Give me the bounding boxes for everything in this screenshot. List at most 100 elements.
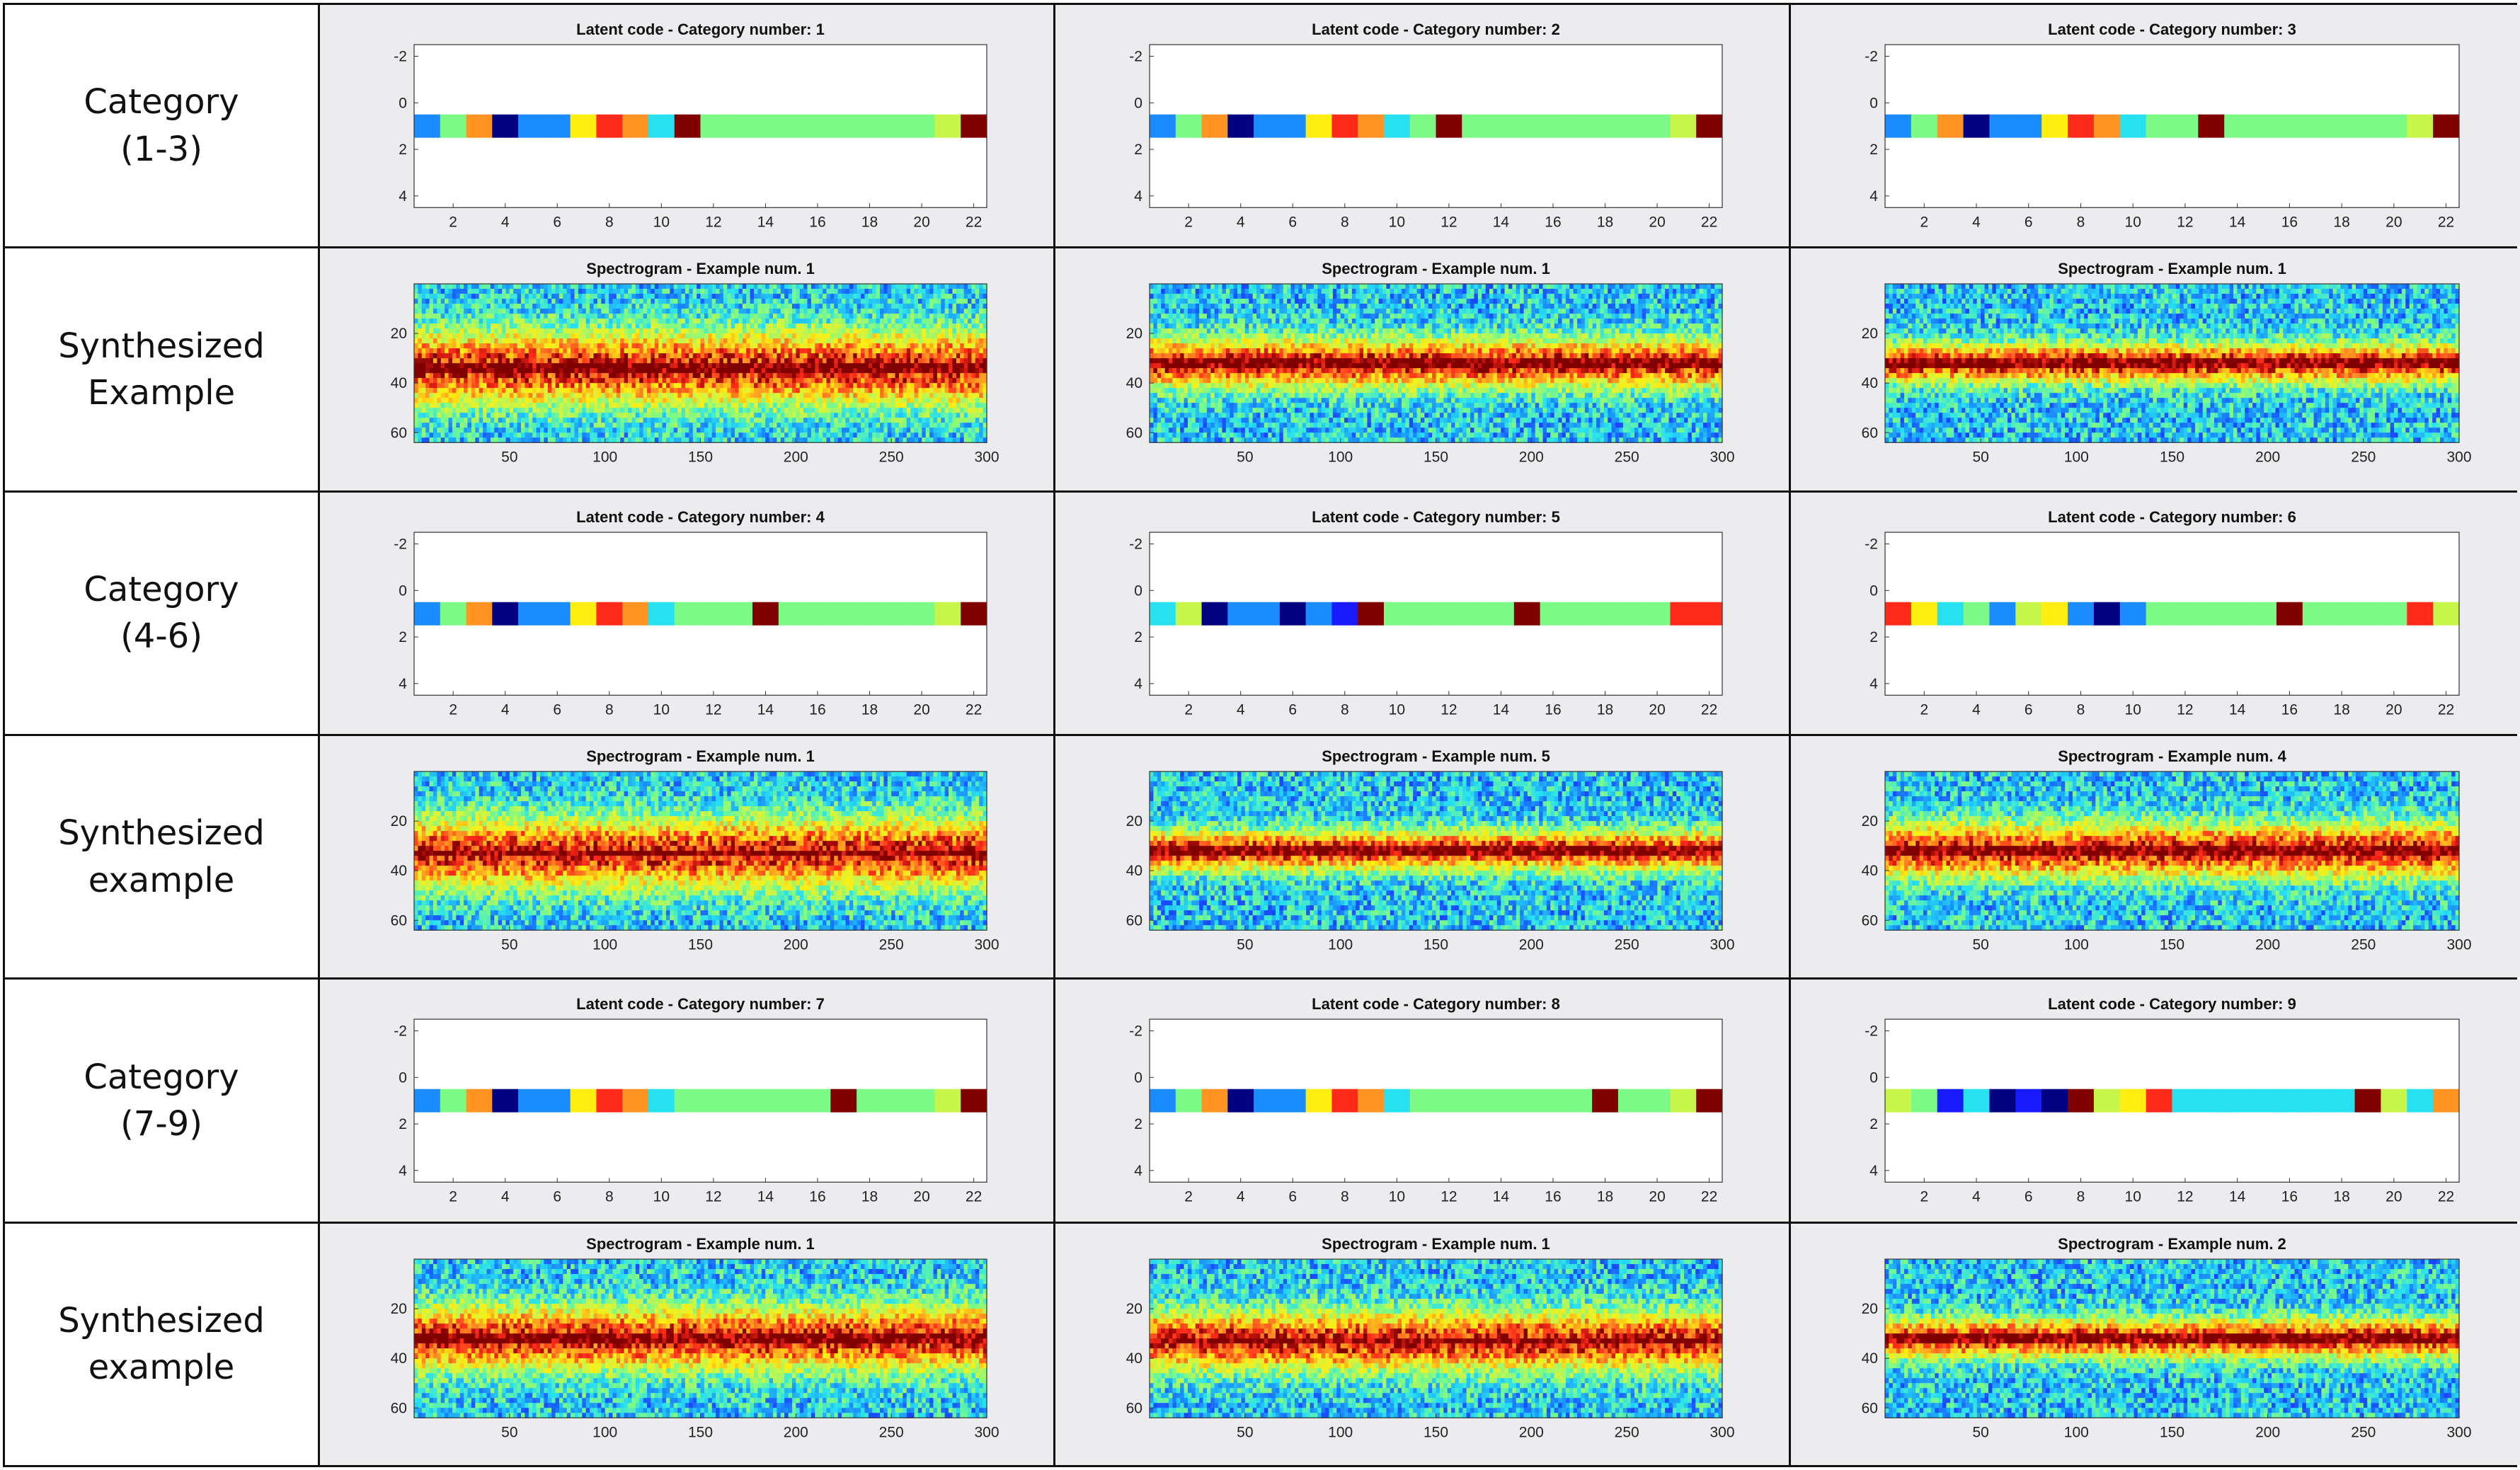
spectrogram-cell bbox=[502, 437, 507, 444]
spectrogram-cell bbox=[697, 437, 701, 444]
spectrogram-cell bbox=[746, 314, 751, 320]
spectrogram-cell bbox=[799, 427, 804, 434]
spectrogram-cell bbox=[723, 289, 728, 294]
spectrogram-cell bbox=[494, 323, 499, 330]
spectrogram-cell bbox=[849, 284, 854, 289]
spectrogram-cell bbox=[864, 432, 869, 439]
spectrogram-cell bbox=[654, 309, 659, 315]
spectrogram-cell bbox=[742, 403, 747, 409]
spectrogram-cell bbox=[539, 358, 544, 364]
spectrogram-cell bbox=[421, 432, 426, 439]
spectrogram-cell bbox=[547, 403, 552, 409]
spectrogram-cell bbox=[643, 378, 648, 384]
spectrogram-cell bbox=[475, 284, 480, 289]
spectrogram-cell bbox=[704, 432, 709, 439]
spectrogram-cell bbox=[803, 363, 808, 369]
spectrogram-cell bbox=[941, 294, 946, 299]
spectrogram-cell bbox=[750, 299, 755, 305]
spectrogram-cell bbox=[437, 289, 442, 294]
spectrogram-cell bbox=[895, 398, 900, 404]
spectrogram-cell bbox=[414, 318, 418, 325]
spectrogram-cell bbox=[532, 413, 537, 419]
spectrogram-cell bbox=[582, 323, 587, 330]
spectrogram-cell bbox=[780, 363, 785, 369]
spectrogram-cell bbox=[807, 309, 812, 315]
spectrogram-cell bbox=[628, 338, 633, 345]
spectrogram-cell bbox=[692, 294, 697, 299]
spectrogram-cell bbox=[796, 348, 801, 355]
spectrogram-cell bbox=[658, 328, 663, 335]
spectrogram-cell bbox=[616, 398, 621, 404]
spectrogram-cell bbox=[578, 299, 583, 305]
spectrogram-cell bbox=[639, 338, 644, 345]
spectrogram-cell bbox=[983, 427, 987, 434]
spectrogram-cell bbox=[635, 413, 640, 419]
spectrogram-cell bbox=[883, 343, 888, 350]
spectrogram-cell bbox=[757, 323, 762, 330]
spectrogram-cell bbox=[662, 318, 667, 325]
y-tick-label: 0 bbox=[399, 95, 407, 111]
spectrogram-cell bbox=[628, 304, 633, 310]
spectrogram-cell bbox=[651, 294, 655, 299]
spectrogram-cell bbox=[735, 358, 740, 364]
spectrogram-cell bbox=[823, 343, 827, 350]
spectrogram-cell bbox=[582, 418, 587, 424]
spectrogram-cell bbox=[490, 423, 495, 429]
spectrogram-cell bbox=[956, 423, 961, 429]
spectrogram-cell bbox=[731, 294, 735, 299]
spectrogram-cell bbox=[979, 314, 984, 320]
spectrogram-cell bbox=[910, 353, 915, 360]
spectrogram-cell bbox=[757, 309, 762, 315]
spectrogram-cell bbox=[563, 289, 568, 294]
spectrogram-cell bbox=[440, 299, 445, 305]
spectrogram-cell bbox=[807, 338, 812, 345]
spectrogram-cell bbox=[968, 333, 973, 340]
latent-cell bbox=[830, 114, 857, 138]
spectrogram-cell bbox=[563, 358, 568, 364]
spectrogram-cell bbox=[483, 299, 488, 305]
spectrogram-cell bbox=[498, 423, 503, 429]
spectrogram-cell bbox=[761, 388, 766, 394]
spectrogram-cell bbox=[597, 353, 602, 360]
spectrogram-cell bbox=[983, 432, 987, 439]
spectrogram-cell bbox=[925, 418, 930, 424]
spectrogram-cell bbox=[601, 398, 606, 404]
spectrogram-cell bbox=[826, 427, 831, 434]
spectrogram-cell bbox=[834, 309, 839, 315]
spectrogram-cell bbox=[700, 358, 705, 364]
spectrogram-cell bbox=[525, 284, 529, 289]
spectrogram-cell bbox=[456, 432, 461, 439]
spectrogram-cell bbox=[731, 333, 735, 340]
spectrogram-cell bbox=[979, 328, 984, 335]
spectrogram-cell bbox=[590, 368, 595, 374]
spectrogram-cell bbox=[811, 393, 815, 399]
spectrogram-cell bbox=[685, 427, 689, 434]
spectrogram-cell bbox=[716, 343, 721, 350]
spectrogram-cell bbox=[452, 423, 457, 429]
spectrogram-cell bbox=[616, 338, 621, 345]
spectrogram-cell bbox=[983, 353, 987, 360]
spectrogram-cell bbox=[738, 383, 743, 389]
spectrogram-cell bbox=[876, 289, 881, 294]
spectrogram-cell bbox=[471, 393, 476, 399]
spectrogram-cell bbox=[517, 304, 522, 310]
spectrogram-cell bbox=[456, 427, 461, 434]
spectrogram-cell bbox=[761, 343, 766, 350]
spectrogram-cell bbox=[830, 284, 835, 289]
spectrogram-cell bbox=[479, 432, 483, 439]
spectrogram-cell bbox=[692, 318, 697, 325]
spectrogram-cell bbox=[665, 328, 670, 335]
spectrogram-cell bbox=[757, 348, 762, 355]
spectrogram-cell bbox=[509, 383, 514, 389]
spectrogram-cell bbox=[590, 413, 595, 419]
x-tick-label: 14 bbox=[757, 214, 774, 230]
spectrogram-cell bbox=[837, 333, 842, 340]
spectrogram-cell bbox=[784, 314, 789, 320]
spectrogram-cell bbox=[631, 432, 636, 439]
spectrogram-cell bbox=[879, 318, 884, 325]
spectrogram-cell bbox=[956, 343, 961, 350]
spectrogram-cell bbox=[486, 348, 491, 355]
spectrogram-cell bbox=[639, 413, 644, 419]
spectrogram-cell bbox=[539, 363, 544, 369]
spectrogram-cell bbox=[635, 318, 640, 325]
